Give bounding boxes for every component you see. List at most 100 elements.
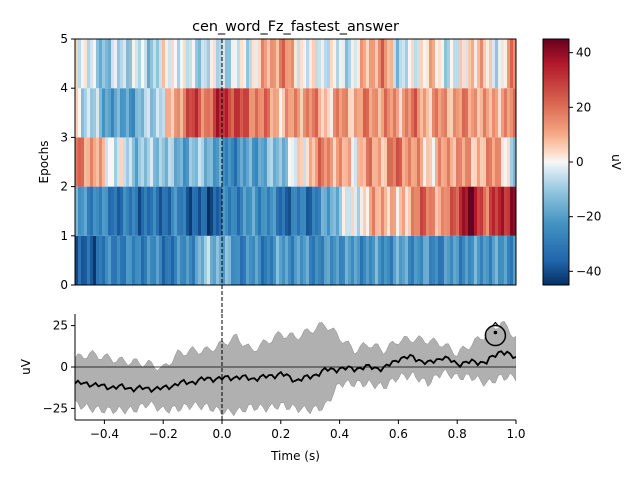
heatmap-cell <box>189 88 193 138</box>
heatmap-cell <box>378 39 382 89</box>
heatmap-row <box>75 235 516 285</box>
heatmap-cell <box>90 235 94 285</box>
heatmap-cell <box>210 39 214 89</box>
heatmap-cell <box>336 186 340 236</box>
heatmap-cell <box>309 88 313 138</box>
heatmap-cell <box>102 39 106 89</box>
heatmap-cell <box>306 88 310 138</box>
heatmap-y-tick-label: 1 <box>60 229 68 243</box>
heatmap-cell <box>243 88 247 138</box>
heatmap-cell <box>270 186 274 236</box>
heatmap-cell <box>84 235 88 285</box>
heatmap-cell <box>255 137 259 187</box>
heatmap-cell <box>384 88 388 138</box>
heatmap-cell <box>111 235 115 285</box>
heatmap-cell <box>492 235 496 285</box>
mean-line <box>75 350 516 394</box>
heatmap-cell <box>411 88 415 138</box>
sensor-dot <box>493 330 498 335</box>
heatmap-cell <box>276 235 280 285</box>
heatmap-cell <box>459 39 463 89</box>
heatmap-cell <box>171 137 175 187</box>
heatmap-cell <box>135 137 139 187</box>
heatmap-cell <box>249 186 253 236</box>
heatmap-cell <box>315 88 319 138</box>
heatmap-cell <box>474 235 478 285</box>
heatmap-cell <box>507 88 511 138</box>
heatmap-cell <box>339 186 343 236</box>
heatmap-cell <box>384 137 388 187</box>
heatmap-cell <box>246 137 250 187</box>
heatmap-cell <box>453 235 457 285</box>
heatmap-cell <box>339 39 343 89</box>
heatmap-cell <box>405 235 409 285</box>
heatmap-cell <box>87 137 91 187</box>
heatmap-cell <box>135 39 139 89</box>
heatmap-cell <box>159 186 163 236</box>
heatmap-cell <box>132 88 136 138</box>
heatmap-cell <box>342 39 346 89</box>
heatmap-cell <box>507 39 511 89</box>
heatmap-cell <box>480 39 484 89</box>
heatmap-cell <box>234 137 238 187</box>
heatmap-cell <box>204 235 208 285</box>
heatmap-cell <box>195 88 199 138</box>
heatmap-cell <box>237 186 241 236</box>
heatmap-cell <box>303 88 307 138</box>
heatmap-cell <box>435 137 439 187</box>
heatmap-cell <box>102 235 106 285</box>
heatmap-cell <box>279 137 283 187</box>
heatmap-cell <box>444 39 448 89</box>
heatmap-cell <box>411 39 415 89</box>
heatmap-cell <box>162 235 166 285</box>
heatmap-cell <box>324 186 328 236</box>
heatmap-cell <box>87 235 91 285</box>
heatmap-cell <box>426 88 430 138</box>
heatmap-cell <box>189 186 193 236</box>
heatmap-cell <box>219 235 223 285</box>
heatmap-cell <box>288 186 292 236</box>
heatmap-cell <box>405 186 409 236</box>
heatmap-cell <box>333 39 337 89</box>
heatmap-cell <box>222 137 226 187</box>
heatmap-cell <box>210 88 214 138</box>
heatmap-cell <box>441 235 445 285</box>
heatmap-cell <box>357 235 361 285</box>
heatmap-cell <box>414 235 418 285</box>
heatmap-cell <box>129 186 133 236</box>
heatmap-cell <box>126 39 130 89</box>
heatmap-cell <box>264 88 268 138</box>
heatmap-cell <box>261 235 265 285</box>
heatmap-cell <box>456 88 460 138</box>
heatmap-cell <box>189 39 193 89</box>
heatmap-cell <box>252 186 256 236</box>
heatmap-cell <box>429 137 433 187</box>
heatmap-row <box>75 39 516 89</box>
heatmap-cell <box>174 137 178 187</box>
heatmap-cell <box>345 186 349 236</box>
heatmap-cell <box>417 137 421 187</box>
heatmap-cell <box>378 88 382 138</box>
heatmap-y-tick-label: 2 <box>60 180 68 194</box>
heatmap-cell <box>282 88 286 138</box>
heatmap-cell <box>147 186 151 236</box>
heatmap-cell <box>297 88 301 138</box>
heatmap-cell <box>417 186 421 236</box>
colorbar-tick-label: 40 <box>576 46 591 60</box>
heatmap-cell <box>126 186 130 236</box>
heatmap-cell <box>291 88 295 138</box>
heatmap-cell <box>294 137 298 187</box>
heatmap-cell <box>477 235 481 285</box>
heatmap-cell <box>288 235 292 285</box>
heatmap-cell <box>396 137 400 187</box>
heatmap-cell <box>294 186 298 236</box>
heatmap-cell <box>465 186 469 236</box>
heatmap-cell <box>513 186 516 236</box>
heatmap-cell <box>402 39 406 89</box>
heatmap-cell <box>273 235 277 285</box>
heatmap-cell <box>369 235 373 285</box>
heatmap-cell <box>420 39 424 89</box>
heatmap-cell <box>99 186 103 236</box>
heatmap-cell <box>279 235 283 285</box>
heatmap-cell <box>231 88 235 138</box>
